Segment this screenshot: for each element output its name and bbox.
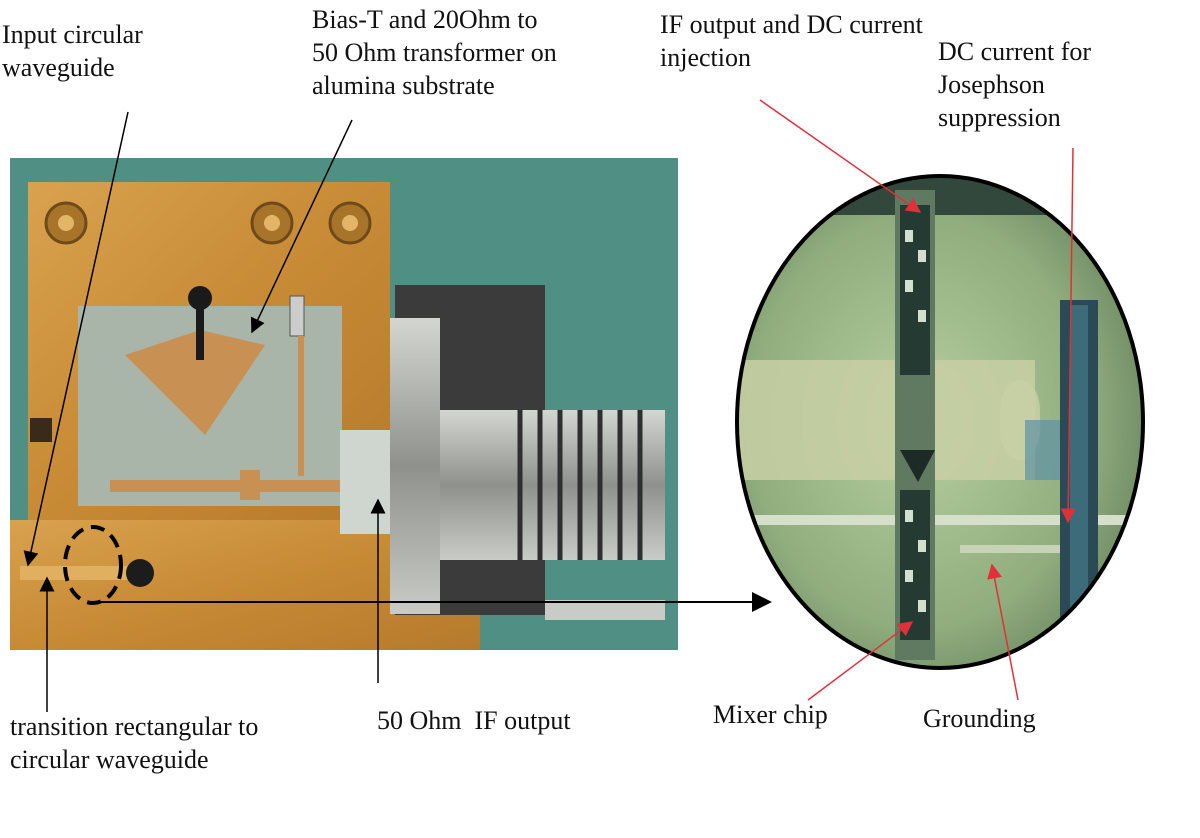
- leader-lines: [23, 111, 772, 712]
- mixer-chip-zoom: [735, 174, 1145, 670]
- label-if-output-50: 50 Ohm IF output: [377, 706, 571, 735]
- label-mixer-chip: Mixer chip: [713, 700, 828, 729]
- label-grounding: Grounding: [923, 704, 1036, 733]
- mixer-block-photo: [10, 158, 678, 650]
- label-dc-josephson: DC current for Josephson suppression: [938, 37, 1092, 132]
- transition-highlight: [63, 525, 123, 605]
- label-transition: transition rectangular to circular waveg…: [10, 712, 259, 774]
- label-input-waveguide: Input circular waveguide: [2, 20, 143, 82]
- label-bias-t: Bias-T and 20Ohm to 50 Ohm transformer o…: [312, 5, 557, 100]
- red-leader-lines: [759, 99, 1076, 701]
- label-if-dc-injection: IF output and DC current injection: [660, 10, 923, 72]
